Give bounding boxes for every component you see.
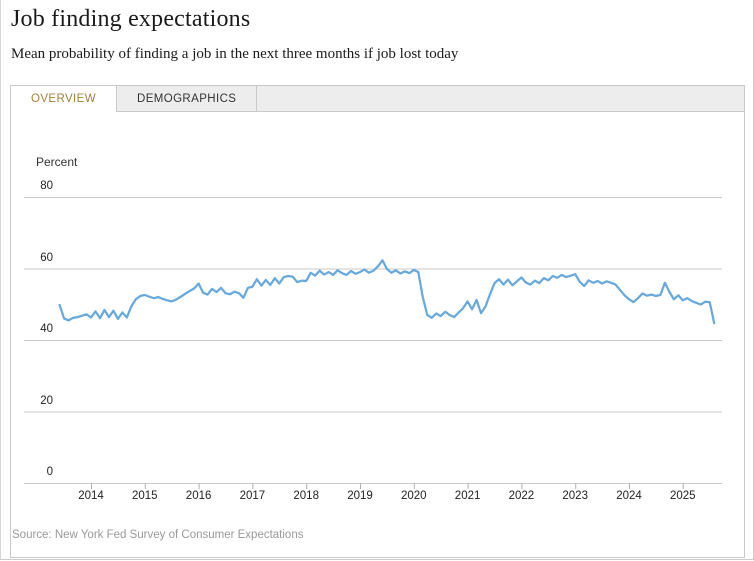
y-axis-unit-label: Percent: [36, 155, 78, 169]
tab-demographics[interactable]: DEMOGRAPHICS: [117, 86, 258, 111]
x-tick-label-2024: 2024: [616, 490, 642, 502]
source-note: Source: New York Fed Survey of Consumer …: [12, 529, 304, 541]
x-tick-label-2023: 2023: [562, 490, 588, 502]
tab-overview[interactable]: OVERVIEW: [11, 86, 117, 112]
page-title: Job finding expectations: [11, 6, 251, 32]
x-tick-label-2015: 2015: [132, 490, 158, 502]
x-tick-label-2014: 2014: [78, 490, 104, 502]
y-tick-label-20: 20: [40, 394, 53, 407]
tab-bar: OVERVIEW DEMOGRAPHICS: [10, 85, 745, 112]
y-tick-label-0: 0: [46, 466, 53, 478]
x-tick-label-2019: 2019: [347, 490, 373, 502]
y-tick-label-60: 60: [40, 251, 53, 264]
x-tick-label-2025: 2025: [670, 490, 696, 502]
x-tick-label-2018: 2018: [293, 490, 319, 502]
x-tick-label-2021: 2021: [454, 490, 481, 502]
page-subtitle: Mean probability of finding a job in the…: [11, 46, 459, 62]
y-tick-label-40: 40: [40, 323, 53, 335]
x-tick-label-2016: 2016: [185, 490, 212, 502]
x-tick-label-2017: 2017: [239, 490, 266, 502]
y-tick-label-80: 80: [40, 180, 53, 192]
x-tick-label-2022: 2022: [508, 490, 535, 502]
x-tick-label-2020: 2020: [401, 490, 427, 502]
